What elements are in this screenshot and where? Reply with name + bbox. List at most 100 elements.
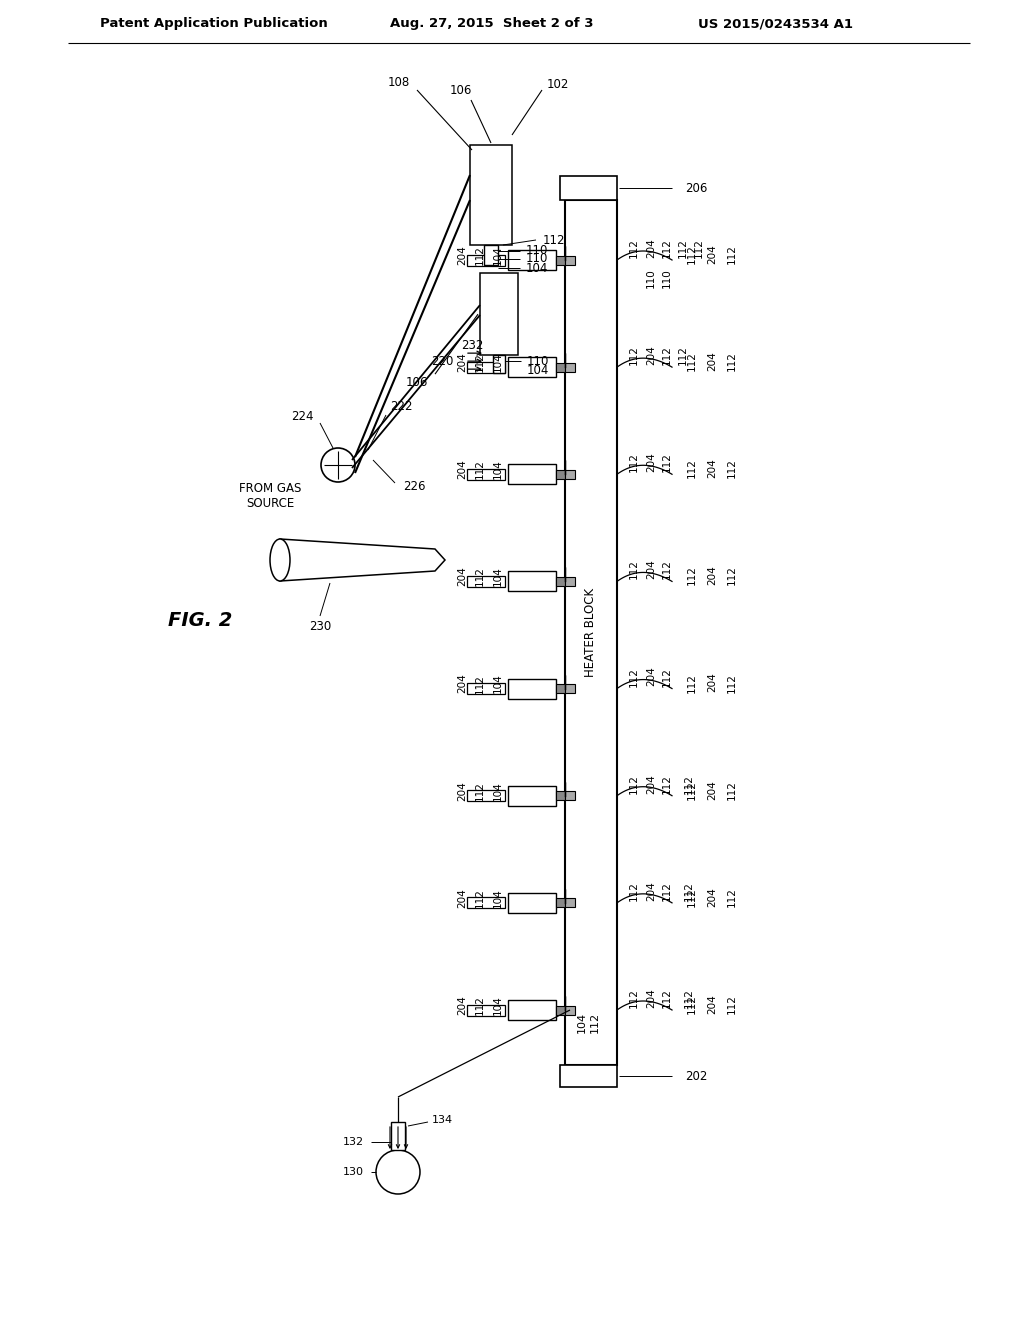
Text: 222: 222 [390, 400, 413, 413]
Bar [508, 785, 556, 805]
Text: 204: 204 [707, 244, 717, 264]
Text: 204: 204 [457, 246, 467, 265]
Text: 112: 112 [727, 565, 737, 585]
Text: 106: 106 [450, 83, 472, 96]
Bar [480, 273, 518, 355]
Text: FROM GAS
SOURCE: FROM GAS SOURCE [239, 482, 301, 510]
Text: 112: 112 [475, 459, 485, 479]
Text: 204: 204 [646, 880, 656, 900]
Bar [467, 682, 505, 694]
Text: 204: 204 [457, 673, 467, 693]
Text: 110: 110 [662, 268, 672, 288]
Text: 204: 204 [707, 458, 717, 478]
Bar [467, 576, 505, 587]
Bar [508, 465, 556, 484]
Text: 112: 112 [629, 346, 639, 366]
Text: 112: 112 [475, 352, 485, 372]
Text: 112: 112 [662, 560, 672, 579]
Bar [556, 363, 565, 372]
Bar [560, 176, 617, 201]
Text: 134: 134 [432, 1115, 454, 1125]
Text: 110: 110 [526, 244, 549, 257]
Text: 112: 112 [727, 351, 737, 371]
Text: 112: 112 [727, 887, 737, 907]
Ellipse shape [270, 539, 290, 581]
Text: 104: 104 [493, 781, 503, 801]
Text: 112: 112 [590, 1011, 600, 1032]
Text: 110: 110 [646, 268, 656, 288]
Text: 204: 204 [646, 560, 656, 579]
Text: 104: 104 [493, 459, 503, 479]
Bar [508, 678, 556, 698]
Bar [508, 1001, 556, 1020]
Bar [484, 246, 498, 265]
Text: 112: 112 [475, 566, 485, 586]
Bar [556, 470, 565, 479]
Bar [467, 362, 505, 372]
Text: 202: 202 [685, 1069, 708, 1082]
Text: 204: 204 [457, 352, 467, 372]
Text: 110: 110 [527, 355, 549, 368]
Text: 112: 112 [475, 888, 485, 908]
Bar [508, 358, 556, 378]
Text: 112: 112 [662, 880, 672, 900]
Text: 130: 130 [343, 1167, 364, 1177]
Text: 132: 132 [343, 1137, 364, 1147]
Bar [565, 791, 575, 800]
Text: 232: 232 [461, 339, 483, 351]
Text: 112: 112 [662, 667, 672, 686]
Text: 204: 204 [707, 673, 717, 693]
Text: 112: 112 [727, 244, 737, 264]
Text: 104: 104 [493, 246, 503, 265]
Bar [508, 892, 556, 913]
Bar [565, 201, 617, 1065]
Text: 112: 112 [687, 887, 697, 907]
Text: 112: 112 [543, 234, 565, 247]
Text: 112: 112 [684, 989, 694, 1008]
Text: 102: 102 [547, 78, 569, 91]
Text: 112: 112 [727, 458, 737, 478]
Text: 204: 204 [646, 453, 656, 473]
Text: 112: 112 [694, 238, 705, 257]
Text: 104: 104 [493, 673, 503, 693]
Bar [508, 249, 556, 271]
Bar [556, 791, 565, 800]
Text: 112: 112 [687, 244, 697, 264]
Bar [508, 572, 556, 591]
Bar [467, 898, 505, 908]
Bar [467, 791, 505, 801]
Polygon shape [280, 539, 445, 581]
Bar [556, 577, 565, 586]
Text: 230: 230 [309, 619, 331, 632]
Bar [493, 355, 505, 374]
Bar [470, 145, 512, 246]
Text: 112: 112 [678, 238, 688, 257]
Bar [467, 1005, 505, 1015]
Text: 204: 204 [646, 667, 656, 686]
Text: 112: 112 [687, 458, 697, 478]
Bar [467, 469, 505, 479]
Text: 204: 204 [707, 780, 717, 800]
Bar [565, 1006, 575, 1015]
Text: 112: 112 [629, 880, 639, 900]
Text: 204: 204 [707, 565, 717, 585]
Bar [565, 577, 575, 586]
Text: 104: 104 [493, 995, 503, 1015]
Text: 112: 112 [475, 673, 485, 693]
Text: 108: 108 [388, 75, 410, 88]
Text: 112: 112 [629, 989, 639, 1008]
Text: 226: 226 [403, 480, 426, 494]
Bar [565, 470, 575, 479]
Text: 112: 112 [662, 989, 672, 1008]
Text: 204: 204 [646, 346, 656, 366]
Circle shape [321, 447, 355, 482]
Text: 104: 104 [493, 888, 503, 908]
Text: 204: 204 [707, 887, 717, 907]
Text: 112: 112 [687, 673, 697, 693]
Text: 112: 112 [475, 780, 485, 801]
Text: 112: 112 [475, 246, 485, 265]
Text: 112: 112 [727, 673, 737, 693]
Text: 104: 104 [493, 352, 503, 372]
Text: 104: 104 [527, 363, 549, 376]
Text: 112: 112 [687, 994, 697, 1014]
